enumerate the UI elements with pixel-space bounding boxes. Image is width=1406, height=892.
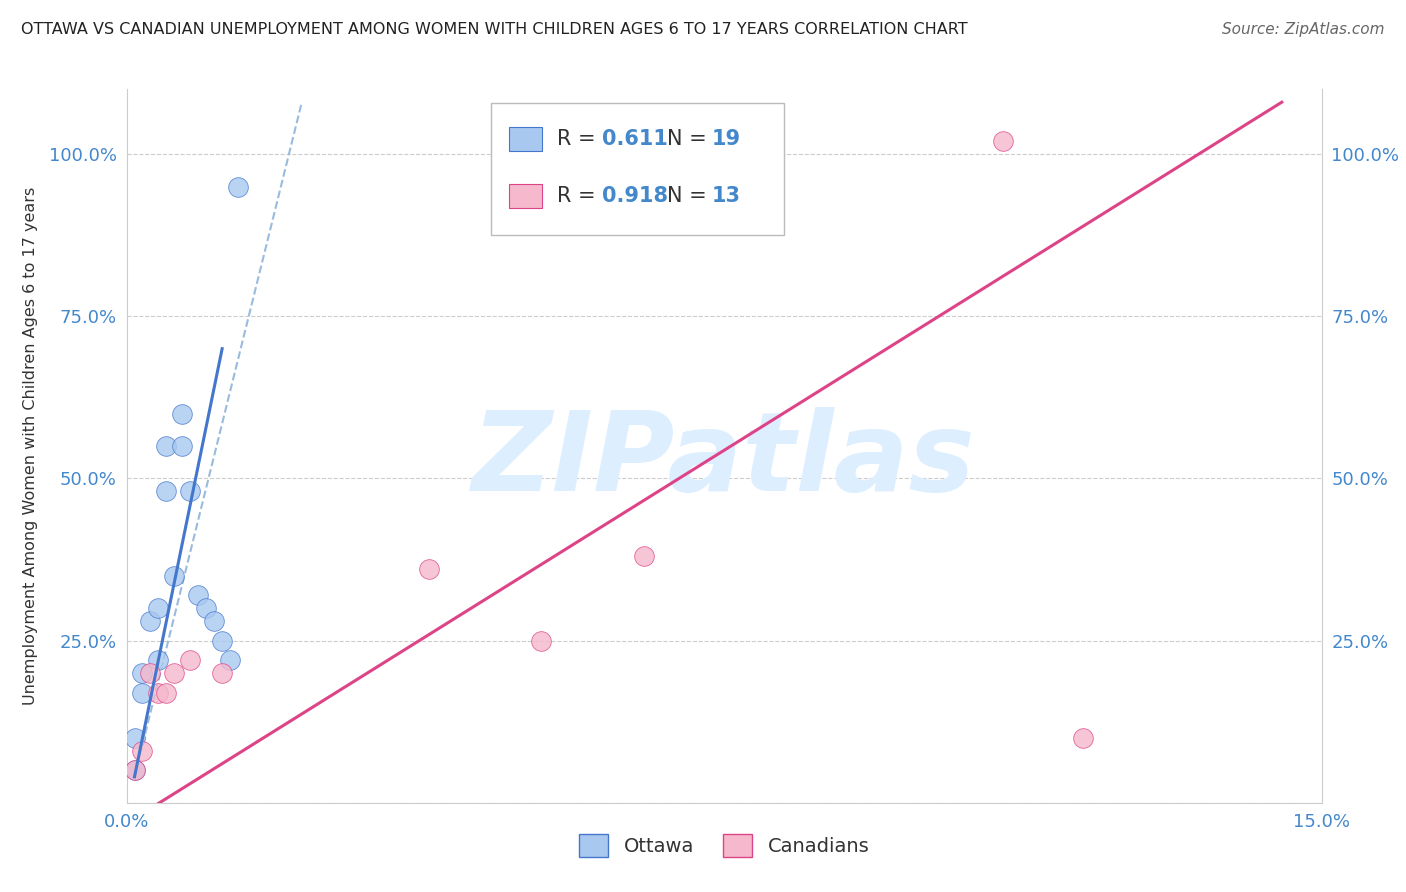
Text: 0.918: 0.918 [602,186,668,206]
Point [530,633,553,648]
Point [202,614,225,628]
Bar [509,128,543,151]
Text: R =: R = [557,129,602,149]
Point [148,601,170,615]
Point [991,134,1014,148]
Text: R =: R = [557,186,602,206]
Point [155,439,177,453]
Point [195,601,218,615]
Point [211,633,233,648]
Legend: Ottawa, Canadians: Ottawa, Canadians [571,826,877,864]
Point [131,666,153,681]
Point [131,685,153,699]
Point [131,744,153,758]
Point [139,614,162,628]
Point [418,562,440,576]
Point [211,666,233,681]
Point [163,666,186,681]
Point [163,568,186,582]
Text: OTTAWA VS CANADIAN UNEMPLOYMENT AMONG WOMEN WITH CHILDREN AGES 6 TO 17 YEARS COR: OTTAWA VS CANADIAN UNEMPLOYMENT AMONG WO… [21,22,967,37]
Text: 0.611: 0.611 [602,129,668,149]
Point [187,588,209,602]
Point [179,484,201,499]
Point [1071,731,1094,745]
Text: 19: 19 [713,129,741,149]
Point [172,407,194,421]
Point [633,549,655,564]
Point [124,764,146,778]
Text: ZIPatlas: ZIPatlas [472,407,976,514]
Point [155,685,177,699]
Text: N =: N = [666,186,713,206]
Point [148,653,170,667]
Y-axis label: Unemployment Among Women with Children Ages 6 to 17 years: Unemployment Among Women with Children A… [22,187,38,705]
Point [139,666,162,681]
Point [124,764,146,778]
FancyBboxPatch shape [491,103,785,235]
Bar [509,185,543,208]
Text: Source: ZipAtlas.com: Source: ZipAtlas.com [1222,22,1385,37]
Point [226,179,249,194]
Point [148,685,170,699]
Point [179,653,201,667]
Point [219,653,242,667]
Point [172,439,194,453]
Point [155,484,177,499]
Point [124,731,146,745]
Text: N =: N = [666,129,713,149]
Text: 13: 13 [713,186,741,206]
